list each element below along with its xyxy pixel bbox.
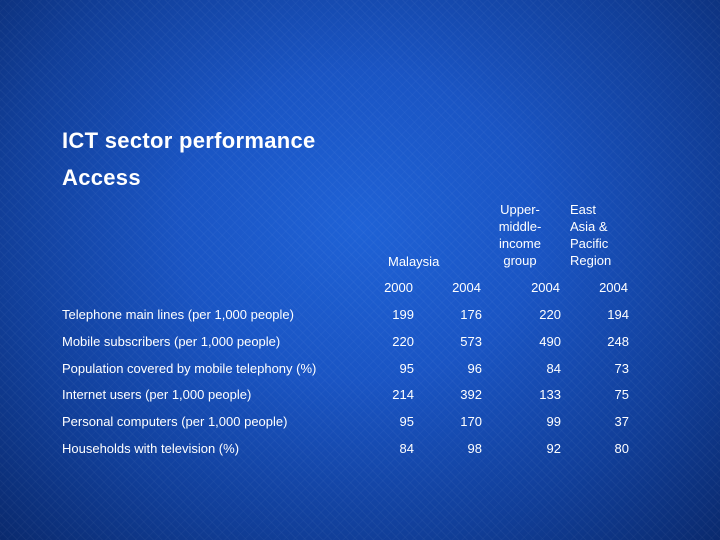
row-label: Population covered by mobile telephony (… [62,361,317,376]
cell-value: 92 [546,441,561,456]
cell-value: 75 [614,387,629,402]
column-header-malaysia: Malaysia [388,254,440,269]
cell-value: 573 [460,334,482,349]
cell-value: 95 [399,361,414,376]
cell-value: 84 [399,441,414,456]
row-label: Households with television (%) [62,441,240,456]
cell-value: 220 [539,307,561,322]
column-header-upper-middle-income: Upper- middle- income group [498,202,542,268]
cell-value: 220 [392,334,414,349]
cell-value: 176 [460,307,482,322]
cell-value: 95 [399,414,414,429]
cell-value: 80 [614,441,629,456]
title-line-1: ICT sector performance [62,128,316,153]
cell-value: 99 [546,414,561,429]
cell-value: 248 [607,334,629,349]
cell-value: 133 [539,387,561,402]
year-header: 2004 [452,280,481,295]
slide-title: ICT sector performance Access [62,122,316,196]
row-label: Personal computers (per 1,000 people) [62,414,288,429]
row-label: Telephone main lines (per 1,000 people) [62,307,294,322]
year-header: 2000 [384,280,413,295]
cell-value: 214 [392,387,414,402]
cell-value: 84 [546,361,561,376]
cell-value: 37 [614,414,629,429]
cell-value: 199 [392,307,414,322]
cell-value: 170 [460,414,482,429]
year-header: 2004 [531,280,560,295]
cell-value: 96 [467,361,482,376]
cell-value: 490 [539,334,561,349]
cell-value: 73 [614,361,629,376]
cell-value: 98 [467,441,482,456]
cell-value: 194 [607,307,629,322]
year-header: 2004 [599,280,628,295]
column-header-east-asia-pacific: East Asia & Pacific Region [570,202,612,268]
row-label: Mobile subscribers (per 1,000 people) [62,334,281,349]
cell-value: 392 [460,387,482,402]
title-line-2: Access [62,165,141,190]
row-label: Internet users (per 1,000 people) [62,387,252,402]
